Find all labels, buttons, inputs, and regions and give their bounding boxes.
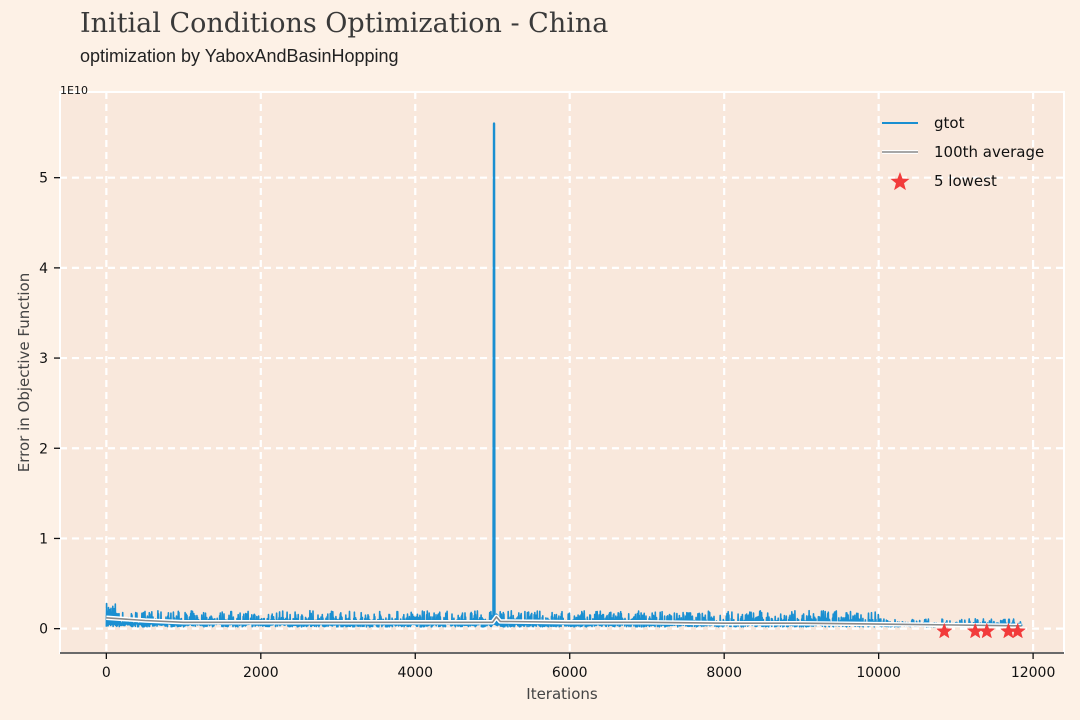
legend: gtot 100th average 5 lowest [882, 114, 1044, 191]
x-tick-label: 4000 [397, 665, 433, 681]
legend-lowest-swatch [890, 172, 910, 191]
x-tick-label: 10000 [856, 665, 901, 681]
legend-entry-label: 100th average [934, 143, 1044, 161]
chart-title: Initial Conditions Optimization - China [80, 8, 609, 39]
x-tick-label: 6000 [552, 665, 588, 681]
x-tick-label: 12000 [1011, 665, 1056, 681]
axes: 0 2000 4000 6000 8000 10000 12000 0 1 2 3 4 5 [39, 171, 1064, 681]
x-tick-label: 8000 [706, 665, 742, 681]
lowest-star-marker [978, 622, 996, 639]
series-layer [105, 122, 1026, 639]
y-tick-label: 3 [39, 351, 48, 367]
x-axis-label: Iterations [526, 685, 598, 703]
x-tick-label: 2000 [243, 665, 279, 681]
average-line [106, 616, 1022, 627]
plot-area [59, 91, 1065, 654]
y-tick-label: 2 [39, 441, 48, 457]
y-scale-label: 1E10 [60, 84, 88, 97]
y-tick-label: 4 [39, 261, 48, 277]
y-tick-label: 5 [39, 171, 48, 187]
lowest-star-marker [1009, 622, 1026, 639]
gtot-spike [492, 122, 496, 620]
y-tick-label: 0 [39, 622, 48, 638]
x-tick-label: 0 [102, 665, 111, 681]
legend-entry-label: 5 lowest [934, 172, 997, 190]
chart-subtitle: optimization by YaboxAndBasinHopping [80, 46, 399, 66]
lowest-star-marker [936, 622, 953, 639]
y-tick-label: 1 [39, 531, 48, 547]
legend-entry-label: gtot [934, 114, 965, 132]
grid-lines [60, 92, 1064, 653]
y-axis-label: Error in Objective Function [15, 273, 33, 472]
